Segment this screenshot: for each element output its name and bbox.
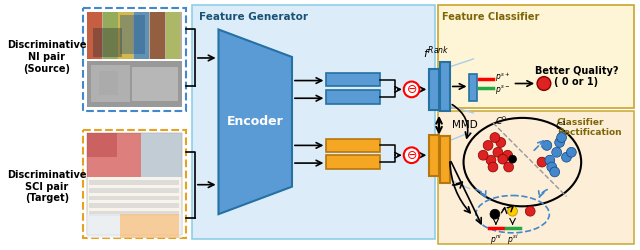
Circle shape	[547, 162, 557, 172]
Circle shape	[509, 155, 516, 163]
Bar	[103, 12, 118, 59]
Bar	[99, 71, 118, 95]
Bar	[89, 188, 179, 192]
Circle shape	[404, 147, 419, 163]
Circle shape	[488, 162, 498, 172]
Bar	[89, 203, 179, 208]
Circle shape	[545, 155, 555, 165]
Bar	[120, 214, 179, 238]
Bar	[326, 73, 380, 86]
Bar	[438, 111, 634, 244]
Bar	[440, 136, 450, 183]
Circle shape	[508, 206, 518, 216]
Circle shape	[537, 77, 551, 90]
Bar	[87, 214, 182, 238]
Circle shape	[525, 206, 535, 216]
Bar	[192, 5, 435, 239]
Text: $\ominus$: $\ominus$	[406, 83, 417, 96]
Text: $f^{Rank}$: $f^{Rank}$	[423, 44, 449, 61]
Text: MMD: MMD	[452, 120, 477, 130]
Text: Feature Classifier: Feature Classifier	[442, 12, 540, 22]
Bar	[89, 211, 179, 216]
Bar	[469, 74, 477, 101]
Text: Feature Generator: Feature Generator	[199, 12, 308, 22]
Bar	[87, 133, 116, 157]
Bar	[89, 196, 179, 200]
Bar	[87, 12, 182, 59]
Circle shape	[557, 133, 566, 142]
Text: $C^1$: $C^1$	[556, 120, 568, 132]
Bar	[120, 15, 145, 54]
Text: $\ominus$: $\ominus$	[406, 149, 417, 162]
Circle shape	[478, 150, 488, 160]
Bar	[87, 61, 182, 107]
Circle shape	[493, 147, 503, 157]
Bar	[438, 5, 634, 108]
Bar	[89, 180, 179, 185]
Text: Discriminative
NI pair
(Source): Discriminative NI pair (Source)	[7, 40, 86, 74]
Polygon shape	[218, 30, 292, 214]
Circle shape	[561, 152, 572, 162]
Bar	[83, 8, 186, 111]
Bar	[87, 133, 182, 235]
Circle shape	[498, 154, 508, 164]
Text: $p^{si}$: $p^{si}$	[507, 233, 518, 247]
Bar	[326, 155, 380, 169]
Text: $p^{ni}$: $p^{ni}$	[490, 233, 502, 247]
Bar	[91, 65, 131, 102]
Text: $p^{s+}$: $p^{s+}$	[495, 71, 510, 85]
Circle shape	[496, 138, 506, 147]
Bar	[326, 90, 380, 104]
Bar	[118, 12, 133, 59]
Circle shape	[542, 140, 552, 150]
Bar	[141, 133, 182, 177]
Circle shape	[537, 157, 547, 167]
Circle shape	[566, 147, 576, 157]
Text: Encoder: Encoder	[227, 115, 283, 128]
Bar	[429, 134, 439, 176]
Bar	[326, 138, 380, 152]
Circle shape	[555, 138, 564, 147]
Bar	[429, 69, 439, 110]
Bar	[166, 12, 180, 59]
Bar	[87, 12, 102, 59]
Circle shape	[486, 155, 496, 165]
Circle shape	[404, 82, 419, 97]
Bar	[132, 67, 179, 101]
Text: $p^{s-}$: $p^{s-}$	[495, 83, 510, 96]
Circle shape	[552, 147, 561, 157]
Circle shape	[550, 167, 559, 177]
Circle shape	[490, 133, 500, 142]
Bar	[440, 62, 450, 111]
Text: Classifier
Rectification: Classifier Rectification	[557, 118, 621, 137]
Circle shape	[504, 162, 513, 172]
Bar	[134, 12, 149, 59]
Text: Better Quality?
( 0 or 1): Better Quality? ( 0 or 1)	[534, 66, 618, 88]
Circle shape	[490, 209, 500, 219]
Text: $C^0$: $C^0$	[495, 115, 507, 127]
Bar	[93, 28, 122, 57]
Bar	[87, 133, 141, 177]
Bar	[83, 130, 186, 238]
Text: Discriminative
SCI pair
(Target): Discriminative SCI pair (Target)	[7, 170, 86, 203]
Circle shape	[483, 140, 493, 150]
Circle shape	[503, 150, 513, 160]
Bar	[150, 12, 164, 59]
